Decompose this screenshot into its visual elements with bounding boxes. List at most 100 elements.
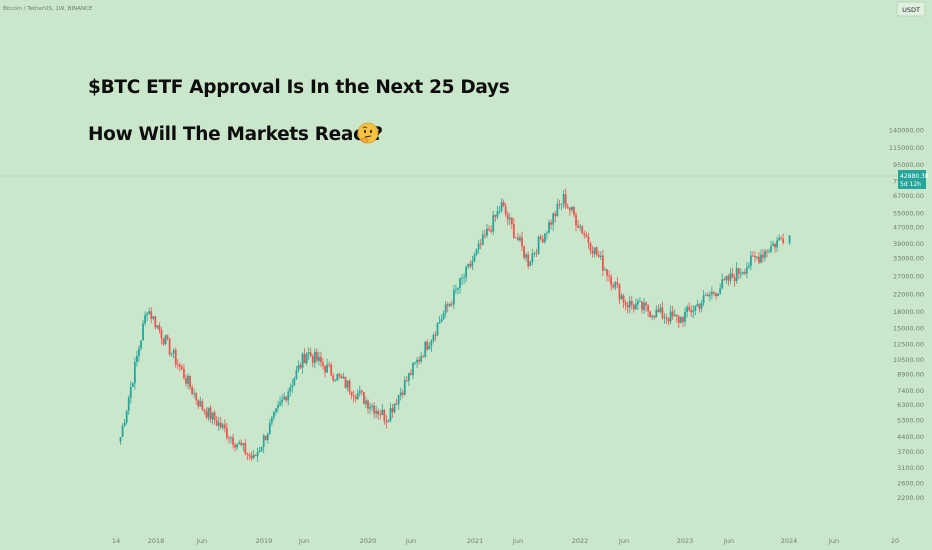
candle-down	[587, 236, 590, 243]
candle-up	[365, 400, 367, 404]
candle-down	[344, 376, 347, 388]
candle-up	[708, 294, 711, 297]
last-price-tag[interactable]: 42880.38 5d 12h	[898, 170, 929, 189]
candle-down	[315, 351, 318, 361]
candle-up	[750, 255, 752, 266]
candle-down	[727, 275, 730, 281]
candle-up	[148, 311, 151, 314]
candle-down	[677, 316, 680, 324]
candle-down	[535, 252, 538, 254]
candle-up	[659, 307, 662, 313]
candle-up	[262, 435, 265, 447]
candle-up	[702, 295, 705, 304]
candle-down	[698, 303, 701, 309]
candle-up	[140, 340, 142, 349]
price-axis[interactable]: 140000.00115000.0095000.0079000.0067000.…	[889, 127, 924, 503]
candle-up	[127, 397, 130, 411]
candle-up	[217, 422, 220, 426]
time-tick-label: 14	[112, 537, 120, 545]
candle-up	[529, 261, 532, 267]
candle-down	[174, 350, 177, 365]
candle-down	[541, 238, 544, 243]
candle-down	[723, 279, 726, 280]
candle-down	[176, 364, 179, 366]
candle-up	[119, 437, 122, 442]
candle-down	[178, 364, 181, 367]
candle-up	[772, 243, 774, 247]
candle-down	[523, 246, 525, 258]
candle-down	[201, 401, 204, 410]
candle-up	[389, 408, 392, 421]
candle-down	[401, 392, 404, 395]
candle-down	[299, 365, 302, 368]
candle-up	[560, 203, 563, 205]
candle-down	[616, 282, 619, 285]
currency-badge[interactable]: USDT	[896, 1, 926, 17]
candle-up	[123, 422, 126, 427]
candle-up	[562, 194, 565, 204]
candle-down	[575, 214, 577, 226]
candle-down	[181, 366, 183, 369]
candle-down	[320, 356, 322, 363]
candle-up	[305, 353, 308, 364]
candle-down	[566, 206, 569, 208]
candle-up	[289, 387, 292, 392]
candle-down	[494, 215, 497, 217]
candle-up	[238, 442, 241, 445]
candle-down	[504, 206, 507, 215]
candle-up	[336, 374, 339, 381]
candle-down	[688, 306, 691, 311]
candle-up	[440, 319, 443, 322]
candle-down	[581, 226, 584, 234]
time-tick-label: 2019	[256, 537, 273, 545]
candle-down	[782, 238, 785, 243]
candle-up	[628, 300, 631, 308]
candle-down	[195, 393, 198, 401]
candle-down	[168, 338, 171, 355]
time-axis[interactable]: 14 2018 Jun 2019 Jun 2020 Jun 2021 Jun 2022 Jun 202…	[112, 537, 899, 545]
price-tick-label: 47000.00	[893, 223, 924, 231]
candle-up	[138, 348, 140, 356]
candle-up	[778, 237, 780, 241]
price-tick-label: 12500.00	[893, 340, 924, 348]
candle-up	[735, 267, 738, 282]
candle-down	[228, 437, 230, 439]
last-price-value: 42880.38	[900, 173, 929, 180]
candle-up	[747, 265, 750, 268]
candle-up	[283, 396, 286, 400]
candle-down	[246, 453, 249, 455]
candle-up	[467, 263, 470, 267]
candle-down	[426, 341, 429, 350]
candle-up	[420, 356, 423, 362]
candle-up	[651, 315, 654, 317]
price-tick-label: 4400.00	[897, 433, 924, 441]
candle-up	[710, 291, 713, 295]
candle-down	[244, 442, 247, 454]
candle-down	[469, 263, 472, 267]
candle-up	[465, 266, 468, 278]
candle-up	[593, 247, 596, 254]
candle-up	[639, 301, 641, 303]
candle-up	[477, 243, 480, 250]
candle-down	[682, 317, 684, 322]
candle-down	[667, 318, 670, 322]
candle-down	[573, 207, 575, 215]
candle-up	[673, 314, 676, 317]
time-tick-label: Jun	[723, 537, 734, 545]
candle-down	[285, 396, 288, 401]
candle-down	[653, 315, 656, 318]
candle-up	[313, 351, 316, 363]
time-tick-label: 2022	[572, 537, 589, 545]
candle-up	[277, 404, 279, 409]
bar-countdown: 5d 12h	[900, 181, 921, 188]
candle-up	[500, 202, 503, 212]
candle-down	[488, 228, 490, 231]
symbol-header: Bitcoin / TetherUS, 1W, BINANCE	[3, 6, 93, 12]
headline-market-reaction: How Will The Markets React?	[88, 124, 383, 145]
candle-up	[273, 411, 275, 418]
candle-up	[745, 267, 748, 274]
price-tick-label: 3100.00	[897, 464, 924, 472]
candle-up	[663, 317, 666, 319]
candle-up	[620, 295, 623, 300]
